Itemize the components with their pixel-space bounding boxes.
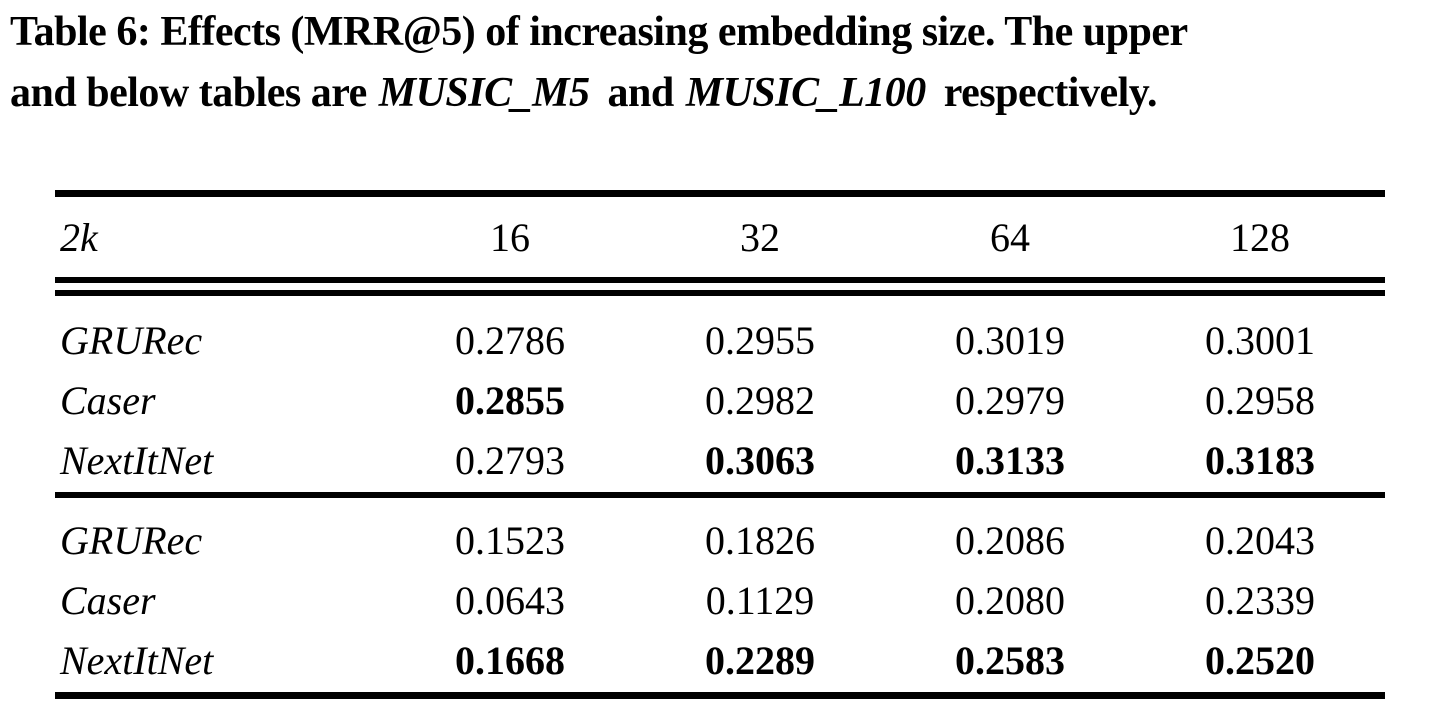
metric-value-cell: 0.2855 — [455, 377, 565, 423]
header-col-64: 64 — [990, 214, 1030, 260]
header-col-32: 32 — [740, 214, 780, 260]
model-row-grurec: GRURec 0.1523 0.1826 0.2086 0.2043 — [55, 510, 1385, 570]
model-name-label: Caser — [60, 577, 156, 623]
model-row-caser: Caser 0.0643 0.1129 0.2080 0.2339 — [55, 570, 1385, 630]
caption-text-line1: Effects (MRR@5) of increasing embedding … — [150, 9, 1188, 55]
metric-value-cell: 0.2080 — [955, 577, 1065, 623]
results-table: 2k 16 32 64 128 GRURec 0.2786 0.2955 0.3019… — [55, 190, 1385, 699]
metric-value-cell: 0.3183 — [1205, 437, 1315, 483]
metric-value-cell: 0.2979 — [955, 377, 1065, 423]
metric-value-cell: 0.3001 — [1205, 317, 1315, 363]
model-name-label: Caser — [60, 377, 156, 423]
metric-value-cell: 0.3133 — [955, 437, 1065, 483]
caption-line-2: and below tables are MUSIC_M5 and MUSIC_… — [10, 63, 1188, 124]
metric-value-cell: 0.2955 — [705, 317, 815, 363]
header-embedding-size-2k: 2k — [60, 214, 98, 260]
metric-value-cell: 0.1129 — [705, 577, 815, 623]
header-double-rule-top — [55, 277, 1385, 283]
top-rule — [55, 190, 1385, 197]
model-row-nextitnet: NextItNet 0.1668 0.2289 0.2583 0.2520 — [55, 630, 1385, 690]
model-row-caser: Caser 0.2855 0.2982 0.2979 0.2958 — [55, 370, 1385, 430]
header-double-rule-gap — [55, 283, 1385, 290]
model-row-grurec: GRURec 0.2786 0.2955 0.3019 0.3001 — [55, 310, 1385, 370]
upper-table-music-m5: GRURec 0.2786 0.2955 0.3019 0.3001 Caser 0.285… — [55, 296, 1385, 492]
header-col-128: 128 — [1230, 214, 1290, 260]
caption-dataset-upper: MUSIC_M5 — [378, 70, 590, 116]
model-name-label: NextItNet — [60, 637, 214, 683]
caption-text-line2: and below tables are — [10, 70, 367, 116]
metric-value-cell: 0.2289 — [705, 637, 815, 683]
metric-value-cell: 0.2086 — [955, 517, 1065, 563]
caption-text-respectively: respectively. — [943, 70, 1158, 116]
model-name-label: GRURec — [60, 517, 203, 563]
lower-table-music-l100: GRURec 0.1523 0.1826 0.2086 0.2043 Caser 0.064… — [55, 498, 1385, 692]
model-name-label: NextItNet — [60, 437, 214, 483]
table-caption: Table 6: Effects (MRR@5) of increasing e… — [10, 2, 1188, 124]
metric-value-cell: 0.3063 — [705, 437, 815, 483]
metric-value-cell: 0.1826 — [705, 517, 815, 563]
table-header-row: 2k 16 32 64 128 — [55, 197, 1385, 277]
metric-value-cell: 0.2520 — [1205, 637, 1315, 683]
caption-table-number: Table 6: — [10, 9, 151, 55]
metric-value-cell: 0.1668 — [455, 637, 565, 683]
metric-value-cell: 0.2786 — [455, 317, 565, 363]
metric-value-cell: 0.3019 — [955, 317, 1065, 363]
metric-value-cell: 0.2982 — [705, 377, 815, 423]
bottom-rule — [55, 692, 1385, 699]
caption-line-1: Table 6: Effects (MRR@5) of increasing e… — [10, 2, 1188, 63]
metric-value-cell: 0.1523 — [455, 517, 565, 563]
metric-value-cell: 0.2043 — [1205, 517, 1315, 563]
metric-value-cell: 0.2339 — [1205, 577, 1315, 623]
header-double-rule-bottom — [55, 290, 1385, 296]
model-name-label: GRURec — [60, 317, 203, 363]
header-col-16: 16 — [490, 214, 530, 260]
metric-value-cell: 0.0643 — [455, 577, 565, 623]
metric-value-cell: 0.2958 — [1205, 377, 1315, 423]
metric-value-cell: 0.2583 — [955, 637, 1065, 683]
caption-conjunction: and — [607, 70, 675, 116]
mid-rule — [55, 492, 1385, 498]
caption-dataset-lower: MUSIC_L100 — [685, 70, 927, 116]
model-row-nextitnet: NextItNet 0.2793 0.3063 0.3133 0.3183 — [55, 430, 1385, 490]
metric-value-cell: 0.2793 — [455, 437, 565, 483]
